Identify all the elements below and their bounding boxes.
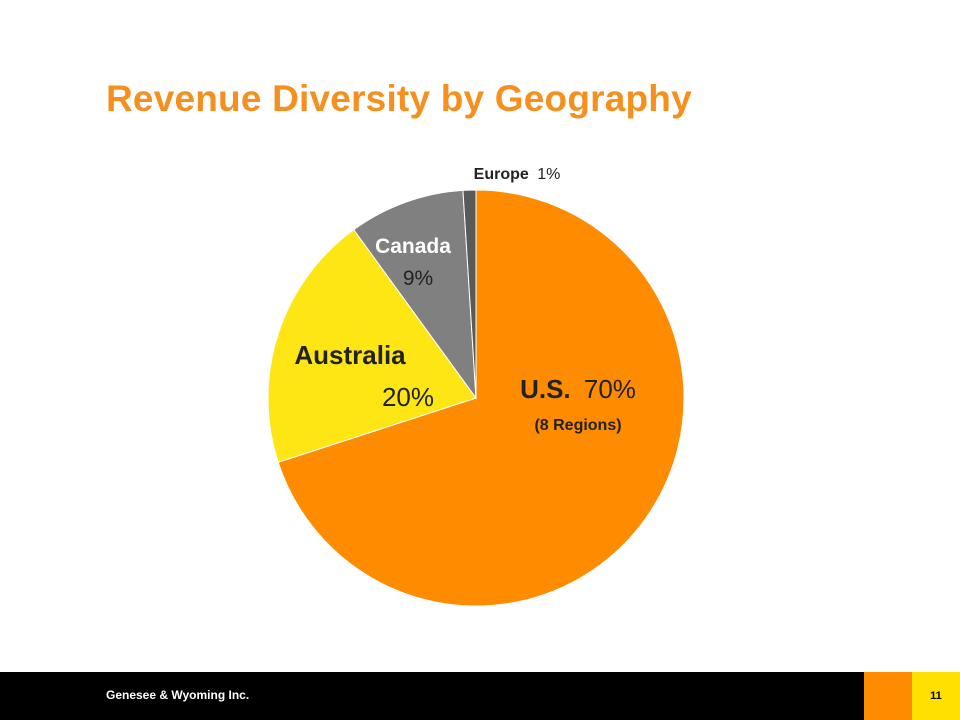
slice-name-canada: Canada <box>375 235 451 258</box>
slice-value-us: 70% <box>584 374 636 404</box>
pie-chart: U.S. 70% (8 Regions) Australia 20% Canad… <box>267 166 685 607</box>
slice-label-us: U.S. 70% <box>520 374 636 404</box>
footer-bar <box>0 672 960 720</box>
slice-name-us: U.S. <box>520 374 571 404</box>
slice-sublabel-us: (8 Regions) <box>534 417 621 434</box>
pie-slice-u-s <box>277 189 685 607</box>
slice-value-canada: 9% <box>403 267 433 290</box>
page-number: 11 <box>912 672 960 720</box>
slice-value-europe: 1% <box>537 166 560 183</box>
pie-slice-australia <box>267 229 477 463</box>
slide-title: Revenue Diversity by Geography <box>106 78 692 119</box>
slice-name-europe: Europe <box>474 166 529 183</box>
footer-company-name: Genesee & Wyoming Inc. <box>106 688 250 702</box>
footer-accent-block <box>864 672 912 720</box>
pie-slice-europe <box>462 189 477 399</box>
pie-slices <box>267 189 685 607</box>
pie-slice-canada <box>353 189 477 400</box>
slice-value-australia: 20% <box>382 382 434 412</box>
slice-name-australia: Australia <box>294 340 406 370</box>
slice-label-europe: Europe 1% <box>474 166 561 183</box>
